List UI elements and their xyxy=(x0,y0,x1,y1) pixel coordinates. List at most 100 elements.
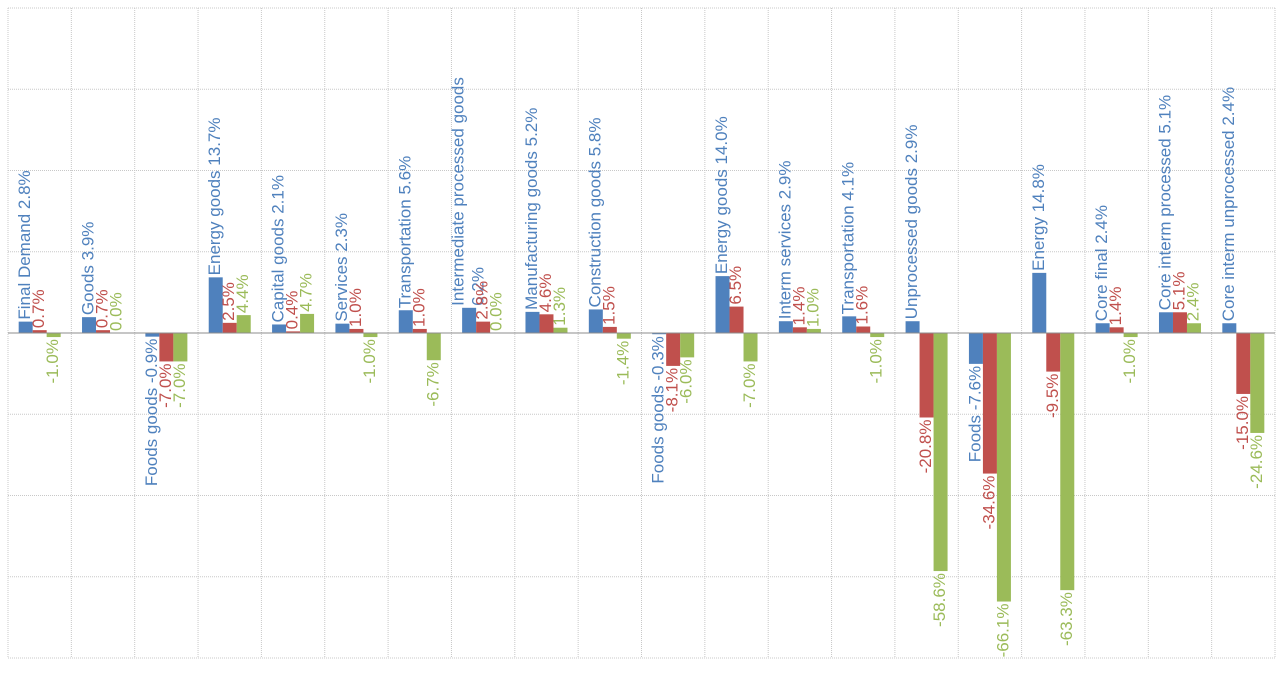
data-label-series-2: -34.6% xyxy=(979,476,998,530)
data-label-series-2: 6.5% xyxy=(726,266,745,305)
bar-series-2 xyxy=(982,333,997,474)
category-label: Energy goods 14.0% xyxy=(712,116,731,274)
data-label-series-3: -63.3% xyxy=(1057,592,1076,646)
bar-series-3 xyxy=(553,327,568,333)
bar-series-1 xyxy=(335,323,350,333)
bar-series-2 xyxy=(412,328,427,333)
data-label-series-3: -6.0% xyxy=(677,359,696,403)
bar-series-2 xyxy=(222,322,237,333)
bar-series-2 xyxy=(32,330,47,333)
data-label-series-2: -9.5% xyxy=(1043,374,1062,418)
data-label-series-3: -58.6% xyxy=(930,573,949,627)
category-label: Foods goods -0.9% xyxy=(142,339,161,486)
category-label: Foods -7.6% xyxy=(965,366,984,462)
category-label: Final Demand 2.8% xyxy=(15,170,34,319)
data-label-series-2: 0.7% xyxy=(93,289,112,328)
data-label-series-3: -7.0% xyxy=(170,363,189,407)
data-label-series-2: -20.8% xyxy=(916,420,935,474)
bar-series-2 xyxy=(96,330,111,333)
data-label-series-3: 4.4% xyxy=(233,274,252,313)
category-label: 6.2% xyxy=(469,267,488,306)
category-label: Interm services 2.9% xyxy=(775,160,794,319)
data-label-series-2: 1.5% xyxy=(599,286,618,325)
data-label-series-3: -1.0% xyxy=(360,339,379,383)
category-label: Core final 2.4% xyxy=(1092,205,1111,321)
category-label: Foods goods -0.3% xyxy=(649,336,668,483)
category-label: Intermediate processed goods xyxy=(449,77,468,306)
category-label: Energy goods 13.7% xyxy=(205,118,224,276)
data-label-series-3: -6.7% xyxy=(423,362,442,406)
data-label-series-2: 2.5% xyxy=(219,282,238,321)
bar-series-1 xyxy=(652,333,667,335)
bar-series-2 xyxy=(856,326,871,333)
bar-series-2 xyxy=(919,333,934,418)
category-label: Construction goods 5.8% xyxy=(585,117,604,307)
data-label-series-3: 0.0% xyxy=(107,292,126,331)
bar-series-2 xyxy=(1172,312,1187,333)
data-label-series-2: 0.4% xyxy=(283,291,302,330)
category-label: Transportation 5.6% xyxy=(395,156,414,308)
bar-series-1 xyxy=(1095,323,1110,333)
bar-series-2 xyxy=(729,306,744,333)
category-label: Manufacturing goods 5.2% xyxy=(522,108,541,310)
bar-series-2 xyxy=(539,314,554,333)
data-label-series-2: 2.8% xyxy=(473,281,492,320)
bar-series-1 xyxy=(588,309,603,333)
data-label-series-3: 2.4% xyxy=(1183,283,1202,322)
bar-series-3 xyxy=(616,333,631,339)
bar-series-3 xyxy=(46,333,61,338)
bar-series-1 xyxy=(1158,312,1173,333)
data-label-series-3: -1.0% xyxy=(867,339,886,383)
data-label-series-2: 1.0% xyxy=(409,288,428,327)
data-label-series-3: 4.7% xyxy=(297,273,316,312)
data-label-series-2: -15.0% xyxy=(1233,396,1252,450)
bar-series-1 xyxy=(1222,323,1237,333)
data-label-series-2: 0.7% xyxy=(29,289,48,328)
category-label: Capital goods 2.1% xyxy=(269,175,288,322)
data-label-series-2: 1.4% xyxy=(789,287,808,326)
data-label-series-2: 4.6% xyxy=(536,274,555,313)
category-label: Goods 3.9% xyxy=(79,222,98,316)
bar-series-1 xyxy=(842,316,857,333)
bar-series-3 xyxy=(680,333,695,358)
labels: Final Demand 2.8% Goods 3.9% Foods goods -… xyxy=(15,77,1266,657)
bar-series-1 xyxy=(968,333,983,364)
bar-series-3 xyxy=(1060,333,1075,591)
bar-series-2 xyxy=(286,331,301,333)
bar-series-1 xyxy=(462,307,477,333)
category-label: Core interm unprocessed 2.4% xyxy=(1219,87,1238,321)
bar-series-1 xyxy=(272,324,287,333)
bar-series-2 xyxy=(349,328,364,333)
category-label: Services 2.3% xyxy=(332,213,351,322)
category-label: Energy 14.8% xyxy=(1029,164,1048,271)
bar-series-1 xyxy=(145,333,160,337)
bar-series-3 xyxy=(236,315,251,333)
data-label-series-2: 5.1% xyxy=(1169,272,1188,311)
bars xyxy=(18,272,1265,602)
bar-series-1 xyxy=(715,276,730,333)
bar-series-3 xyxy=(426,333,441,361)
bar-series-2 xyxy=(602,326,617,333)
data-label-series-3: -24.6% xyxy=(1247,435,1266,489)
bar-series-2 xyxy=(1109,327,1124,333)
data-label-series-2: -8.1% xyxy=(663,368,682,412)
bar-series-1 xyxy=(208,277,223,333)
bar-series-3 xyxy=(363,333,378,338)
data-label-series-3: 1.0% xyxy=(803,288,822,327)
bar-series-1 xyxy=(82,317,97,333)
bar-series-3 xyxy=(300,313,315,333)
category-label: Transportation 4.1% xyxy=(839,162,858,314)
bar-series-2 xyxy=(792,327,807,333)
bar-series-3 xyxy=(1186,323,1201,333)
bar-series-3 xyxy=(806,328,821,333)
bar-series-2 xyxy=(476,321,491,333)
bar-series-3 xyxy=(996,333,1011,602)
bar-series-3 xyxy=(933,333,948,572)
bar-series-2 xyxy=(159,333,174,362)
data-label-series-3: -7.0% xyxy=(740,363,759,407)
bar-series-3 xyxy=(1250,333,1265,433)
data-label-series-2: 1.6% xyxy=(853,286,872,325)
bar-series-1 xyxy=(778,321,793,333)
data-label-series-3: -1.0% xyxy=(43,339,62,383)
